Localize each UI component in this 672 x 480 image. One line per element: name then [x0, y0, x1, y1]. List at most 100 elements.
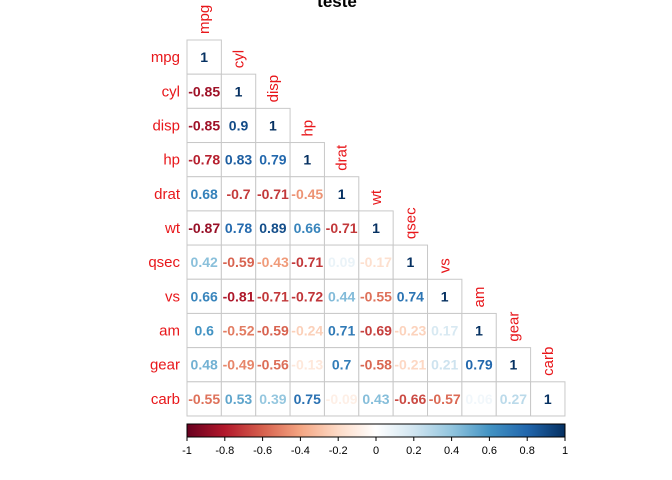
cell-hp-cyl — [220, 142, 257, 178]
column-label-mpg: mpg — [196, 5, 213, 34]
color-legend-tick-label: 0 — [373, 445, 379, 457]
cell-value-hp-mpg: -0.78 — [188, 152, 220, 168]
cell-value-qsec-mpg: 0.42 — [191, 254, 218, 270]
cell-value-am-drat: 0.71 — [328, 323, 355, 339]
color-legend-tick-label: 0.6 — [482, 445, 497, 457]
cell-qsec-mpg — [186, 244, 222, 280]
cell-value-carb-hp: 0.75 — [294, 391, 321, 407]
column-label-carb: carb — [540, 347, 557, 376]
cell-value-carb-disp: 0.39 — [259, 391, 286, 407]
cell-value-carb-carb: 1 — [544, 391, 552, 407]
cell-value-gear-mpg: 0.48 — [191, 357, 218, 373]
cell-value-disp-disp: 1 — [269, 117, 277, 133]
color-legend-tick-label: 0.2 — [406, 445, 421, 457]
color-legend-tick-label: 1 — [562, 445, 568, 457]
column-label-qsec: qsec — [402, 207, 419, 239]
cell-value-vs-hp: -0.72 — [291, 288, 323, 304]
cell-value-qsec-wt: -0.17 — [360, 254, 392, 270]
cell-value-carb-am: 0.06 — [465, 391, 492, 407]
cell-value-am-am: 1 — [475, 323, 483, 339]
cell-disp-disp — [255, 107, 291, 144]
cell-wt-hp — [289, 210, 325, 246]
cell-am-am — [461, 312, 497, 349]
row-label-disp: disp — [152, 117, 180, 134]
cell-value-am-disp: -0.59 — [257, 323, 289, 339]
cell-gear-hp — [289, 347, 325, 383]
cell-value-wt-hp: 0.66 — [294, 220, 321, 236]
column-label-am: am — [471, 287, 488, 308]
cell-value-mpg-mpg: 1 — [200, 49, 208, 65]
row-label-mpg: mpg — [151, 49, 180, 66]
row-label-am: am — [159, 323, 180, 340]
row-label-gear: gear — [150, 357, 180, 374]
cell-value-vs-disp: -0.71 — [257, 288, 289, 304]
cell-value-carb-cyl: 0.53 — [225, 391, 252, 407]
cell-wt-mpg — [186, 210, 222, 246]
cell-carb-am — [461, 381, 497, 417]
column-label-hp: hp — [299, 120, 316, 137]
cell-value-am-wt: -0.69 — [360, 323, 392, 339]
color-legend-tick-label: 0.4 — [444, 445, 459, 457]
cell-am-mpg — [186, 312, 222, 349]
cell-vs-disp — [255, 278, 291, 314]
color-legend: -1 -0.8 -0.6 -0.4 -0.2 0 0.2 0.4 0.6 0.8 1 — [182, 423, 568, 457]
color-legend-ticks: -1 -0.8 -0.6 -0.4 -0.2 0 0.2 0.4 0.6 0.8 1 — [182, 437, 568, 457]
cell-value-cyl-cyl: 1 — [235, 83, 243, 99]
cell-value-gear-vs: 0.21 — [431, 357, 458, 373]
cell-qsec-wt — [358, 244, 394, 280]
cell-carb-cyl — [220, 381, 257, 417]
cell-value-gear-disp: -0.56 — [257, 357, 289, 373]
cell-value-am-vs: 0.17 — [431, 323, 458, 339]
cell-value-gear-drat: 0.7 — [332, 357, 352, 373]
cell-carb-carb — [530, 381, 566, 417]
cell-value-am-mpg: 0.6 — [194, 323, 214, 339]
cell-gear-gear — [495, 347, 532, 383]
cell-value-vs-mpg: 0.66 — [191, 288, 218, 304]
color-legend-tick-label: 0.8 — [520, 445, 535, 457]
cell-value-vs-vs: 1 — [441, 288, 449, 304]
cell-value-disp-mpg: -0.85 — [188, 117, 220, 133]
cell-value-carb-vs: -0.57 — [429, 391, 461, 407]
cell-value-wt-wt: 1 — [372, 220, 380, 236]
row-label-qsec: qsec — [148, 254, 180, 271]
cell-value-am-qsec: -0.23 — [394, 323, 426, 339]
cell-value-carb-qsec: -0.66 — [394, 391, 426, 407]
cell-value-gear-qsec: -0.21 — [394, 357, 426, 373]
cell-value-qsec-disp: -0.43 — [257, 254, 289, 270]
row-label-cyl: cyl — [162, 83, 180, 100]
column-label-drat: drat — [334, 144, 351, 171]
cell-value-drat-cyl: -0.7 — [226, 186, 250, 202]
cell-gear-mpg — [186, 347, 222, 383]
cell-wt-wt — [358, 210, 394, 246]
cell-am-wt — [358, 312, 394, 349]
cell-hp-hp — [289, 142, 325, 178]
cell-value-hp-cyl: 0.83 — [225, 152, 252, 168]
color-legend-tick-label: -1 — [182, 445, 192, 457]
cell-drat-hp — [289, 176, 325, 212]
cell-carb-mpg — [186, 381, 222, 417]
cell-value-hp-hp: 1 — [303, 152, 311, 168]
row-label-vs: vs — [165, 288, 180, 305]
cell-gear-drat — [323, 347, 360, 383]
cell-cyl-mpg — [186, 73, 222, 109]
correlation-matrix: 1 -0.85 1 -0.85 0.9 1 -0.78 0.83 0.79 1 0.68 -0.7 -0… — [186, 39, 566, 417]
cell-value-vs-qsec: 0.74 — [397, 288, 424, 304]
color-legend-tick-label: -0.8 — [215, 445, 234, 457]
row-label-carb: carb — [151, 391, 180, 408]
cell-mpg-mpg — [186, 39, 222, 75]
cell-value-vs-cyl: -0.81 — [223, 288, 255, 304]
cell-value-wt-mpg: -0.87 — [188, 220, 220, 236]
row-label-wt: wt — [164, 220, 181, 237]
cell-value-gear-hp: -0.13 — [291, 357, 323, 373]
cell-value-carb-drat: -0.09 — [326, 391, 358, 407]
cell-value-wt-drat: -0.71 — [326, 220, 358, 236]
row-label-drat: drat — [154, 186, 181, 203]
cell-value-gear-gear: 1 — [510, 357, 518, 373]
cell-value-carb-gear: 0.27 — [500, 391, 527, 407]
cell-value-vs-wt: -0.55 — [360, 288, 392, 304]
cell-value-am-cyl: -0.52 — [223, 323, 255, 339]
cell-carb-wt — [358, 381, 394, 417]
cell-carb-drat — [323, 381, 360, 417]
cell-vs-mpg — [186, 278, 222, 314]
